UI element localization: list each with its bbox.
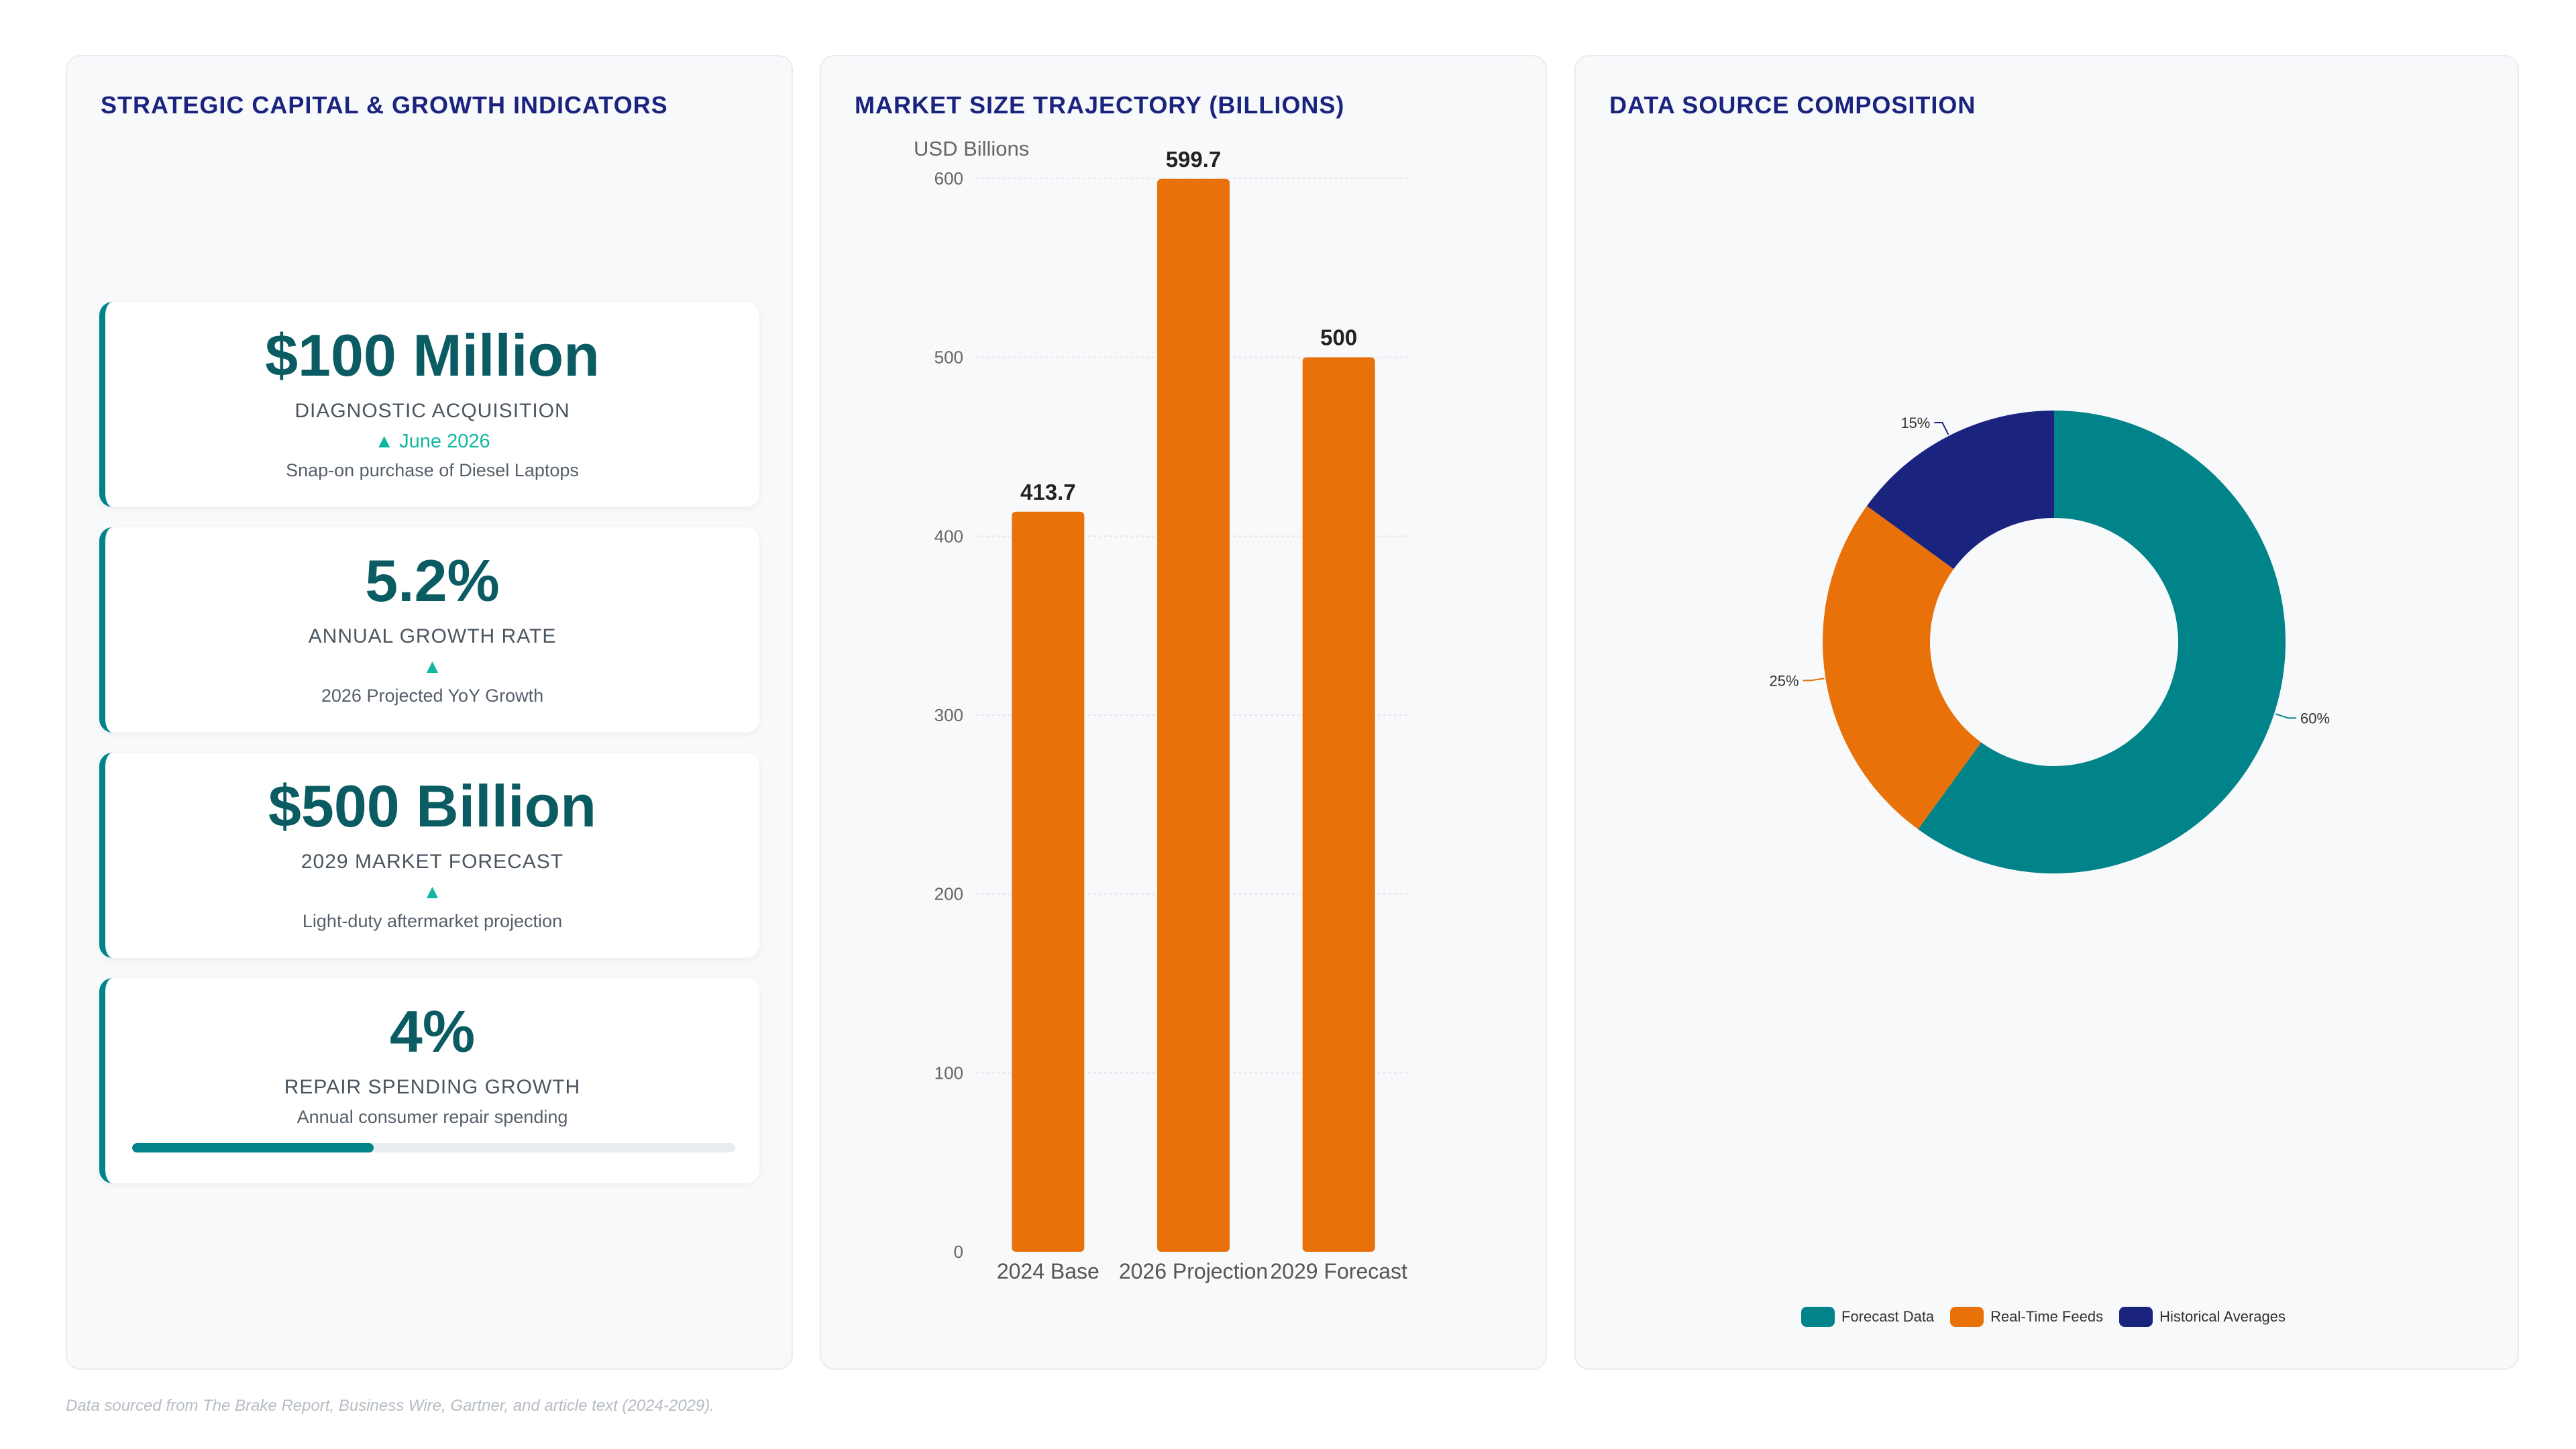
legend-label: Real-Time Feeds — [1990, 1308, 2104, 1325]
progress-bar — [132, 1143, 735, 1152]
source-footnote: Data sourced from The Brake Report, Busi… — [66, 1397, 714, 1415]
legend-swatch — [1950, 1307, 1984, 1327]
bar-value-label: 599.7 — [1166, 147, 1222, 172]
bar — [1302, 357, 1375, 1252]
slice-percent-label: 15% — [1900, 415, 1930, 431]
bar — [1157, 178, 1230, 1252]
kpi-label: ANNUAL GROWTH RATE — [308, 625, 557, 647]
kpi-value: 5.2% — [365, 547, 500, 614]
donut-chart: 60% 25% 15% — [1769, 411, 2330, 873]
x-tick-label: 2029 Forecast — [1270, 1259, 1407, 1283]
kpi-label: 2029 MARKET FORECAST — [301, 851, 564, 873]
legend-item[interactable]: Real-Time Feeds — [1950, 1307, 2103, 1327]
bar — [1012, 511, 1085, 1252]
donut-slice — [1918, 411, 2286, 873]
kpi-card-repair-spending: 4% REPAIR SPENDING GROWTH Annual consume… — [99, 978, 759, 1183]
data-source-panel: DATA SOURCE COMPOSITION 60% 25% 15% Foreca… — [1574, 55, 2519, 1370]
panel-title: DATA SOURCE COMPOSITION — [1609, 91, 1976, 119]
legend-item[interactable]: Historical Averages — [2119, 1307, 2286, 1327]
donut-slice — [1823, 506, 1982, 830]
legend-swatch — [2119, 1307, 2153, 1327]
kpi-card-growth-rate: 5.2% ANNUAL GROWTH RATE ▲ 2026 Projected… — [99, 527, 759, 733]
y-tick-label: 600 — [934, 168, 963, 189]
y-tick-label: 500 — [934, 347, 963, 368]
bar-value-label: 413.7 — [1020, 480, 1076, 504]
kpi-label: DIAGNOSTIC ACQUISITION — [294, 400, 570, 422]
kpi-value: 4% — [389, 998, 476, 1065]
donut-slice — [1866, 411, 2054, 570]
market-size-panel: MARKET SIZE TRAJECTORY (BILLIONS) USD Bi… — [820, 55, 1547, 1370]
kpi-description: Annual consumer repair spending — [297, 1107, 568, 1127]
slice-leader-line — [1934, 422, 1949, 435]
kpi-value: $100 Million — [265, 322, 600, 388]
legend-label: Historical Averages — [2159, 1308, 2286, 1325]
chart-legend: Forecast Data Real-Time Feeds Historical A… — [1576, 1307, 2518, 1327]
slice-percent-label: 25% — [1769, 672, 1799, 689]
progress-fill — [132, 1143, 374, 1152]
kpi-description: Snap-on purchase of Diesel Laptops — [286, 460, 579, 480]
legend-item[interactable]: Forecast Data — [1801, 1307, 1934, 1327]
slice-percent-label: 60% — [2300, 710, 2330, 727]
x-tick-label: 2024 Base — [997, 1259, 1099, 1283]
kpi-card-acquisition: $100 Million DIAGNOSTIC ACQUISITION ▲ Ju… — [99, 302, 759, 507]
y-tick-label: 200 — [934, 884, 963, 904]
slice-leader-line — [1803, 678, 1825, 682]
y-tick-label: 400 — [934, 526, 963, 546]
bar-chart: USD Billions 0 100 200 300 400 500 600 413.7 2024… — [914, 137, 1411, 1283]
panel-title: STRATEGIC CAPITAL & GROWTH INDICATORS — [101, 91, 668, 119]
kpi-label: REPAIR SPENDING GROWTH — [284, 1076, 581, 1098]
kpi-description: Light-duty aftermarket projection — [302, 911, 563, 931]
legend-swatch — [1801, 1307, 1835, 1327]
y-tick-label: 300 — [934, 705, 963, 725]
x-tick-label: 2026 Projection — [1119, 1259, 1268, 1283]
capital-indicators-panel: STRATEGIC CAPITAL & GROWTH INDICATORS $1… — [66, 55, 793, 1370]
legend-label: Forecast Data — [1841, 1308, 1935, 1325]
slice-leader-line — [2275, 713, 2297, 719]
y-axis-label: USD Billions — [914, 137, 1029, 160]
panel-title: MARKET SIZE TRAJECTORY (BILLIONS) — [855, 91, 1345, 119]
bar-value-label: 500 — [1320, 325, 1357, 350]
kpi-value: $500 Billion — [268, 773, 597, 839]
kpi-trend-up-icon: ▲ — [423, 656, 442, 678]
y-tick-label: 100 — [934, 1063, 963, 1083]
y-tick-label: 0 — [954, 1242, 963, 1262]
kpi-trend-up-icon: ▲ — [423, 881, 442, 903]
kpi-description: 2026 Projected YoY Growth — [321, 686, 544, 706]
kpi-card-market-forecast: $500 Billion 2029 MARKET FORECAST ▲ Ligh… — [99, 753, 759, 958]
kpi-trend: ▲ June 2026 — [374, 431, 490, 452]
